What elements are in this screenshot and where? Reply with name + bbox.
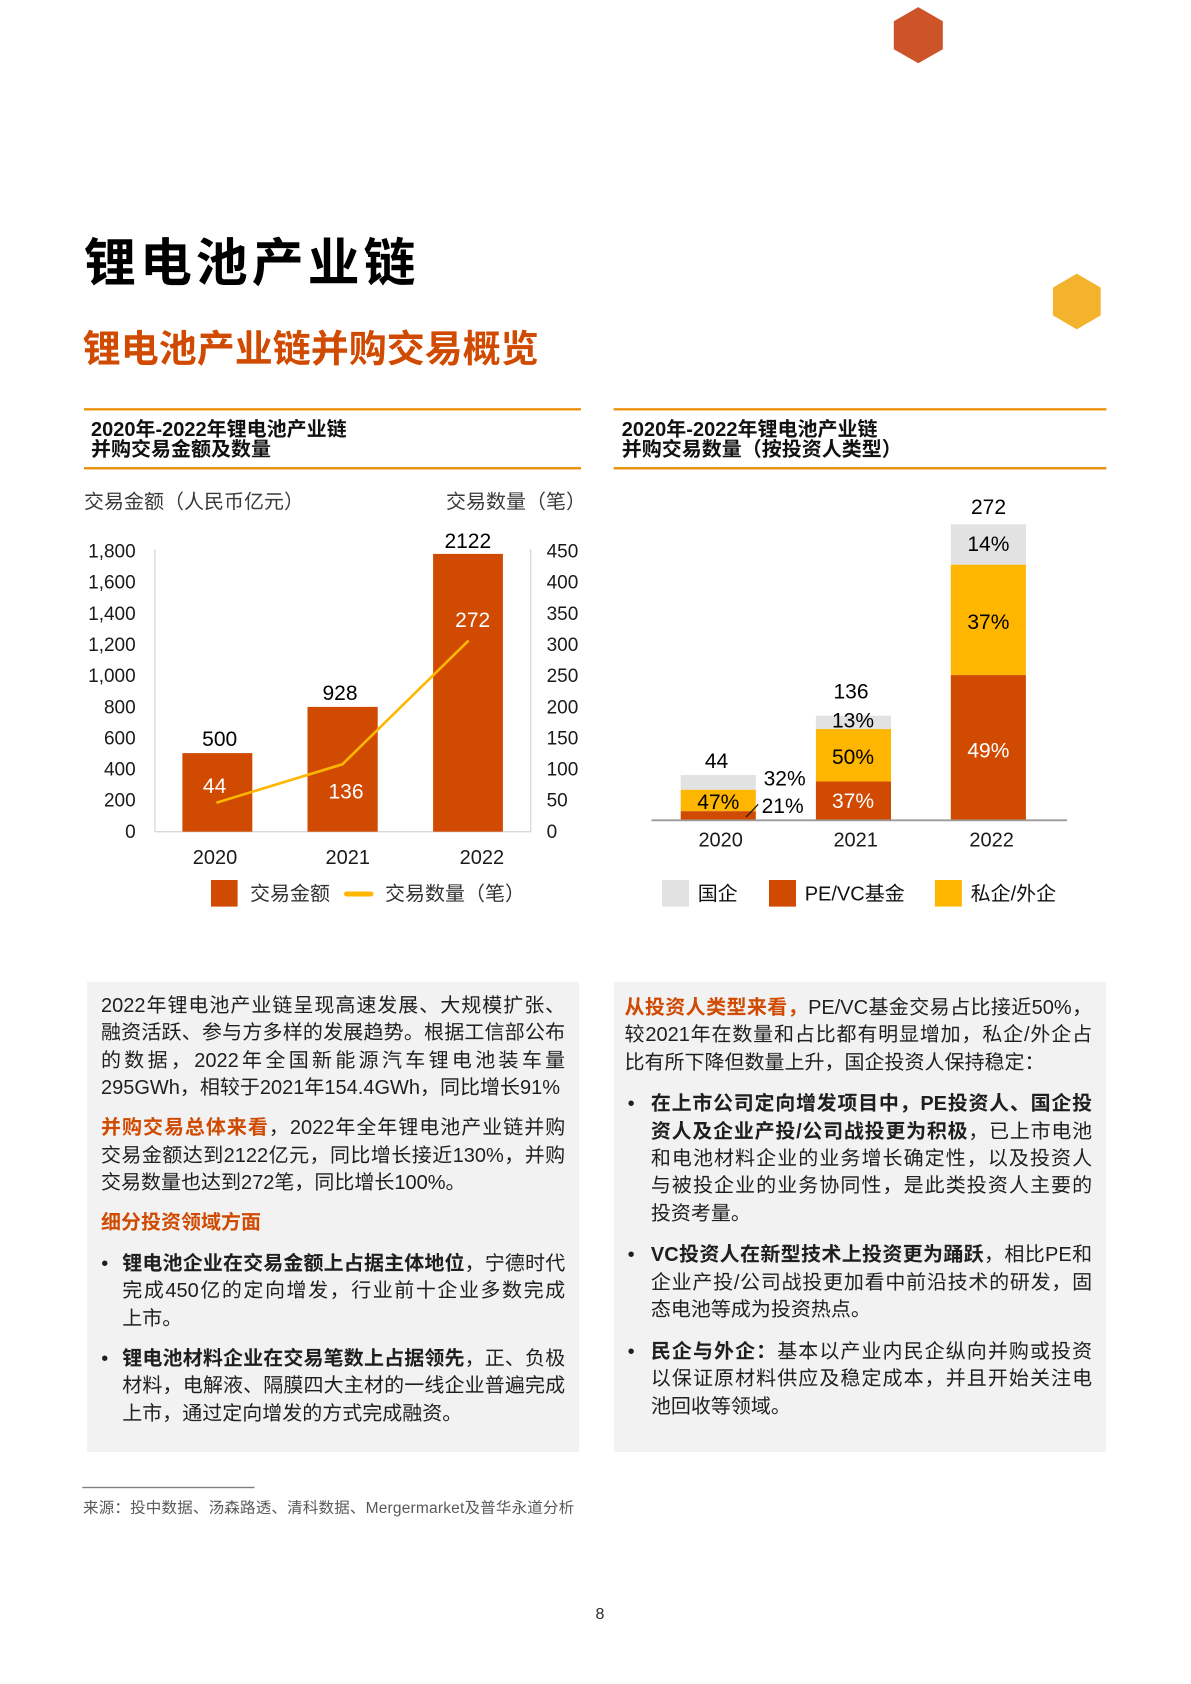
svg-text:1,000: 1,000: [88, 666, 136, 687]
svg-text:47%: 47%: [697, 791, 739, 814]
svg-text:400: 400: [547, 573, 579, 594]
svg-text:国企: 国企: [698, 884, 738, 906]
svg-text:交易数量（笔）: 交易数量（笔）: [446, 491, 586, 514]
svg-text:136: 136: [833, 681, 868, 704]
svg-text:150: 150: [547, 728, 579, 749]
svg-text:272: 272: [455, 609, 490, 632]
svg-text:450: 450: [547, 542, 579, 563]
svg-text:0: 0: [547, 822, 558, 843]
svg-text:14%: 14%: [967, 533, 1009, 556]
svg-text:350: 350: [547, 604, 579, 625]
svg-text:300: 300: [547, 635, 579, 656]
svg-text:44: 44: [203, 775, 227, 798]
svg-text:400: 400: [104, 760, 136, 781]
svg-text:2022: 2022: [969, 829, 1014, 851]
svg-text:1,200: 1,200: [88, 635, 136, 656]
svg-text:136: 136: [328, 781, 363, 804]
svg-text:2022: 2022: [460, 847, 505, 869]
svg-text:交易金额: 交易金额: [250, 884, 330, 906]
svg-text:800: 800: [104, 697, 136, 718]
svg-text:928: 928: [322, 682, 357, 705]
svg-text:250: 250: [547, 666, 579, 687]
svg-text:44: 44: [705, 750, 729, 773]
svg-text:2021: 2021: [326, 847, 371, 869]
svg-text:32%: 32%: [764, 768, 806, 791]
svg-text:272: 272: [971, 496, 1006, 519]
svg-text:交易数量（笔）: 交易数量（笔）: [385, 883, 525, 906]
svg-text:13%: 13%: [832, 709, 874, 732]
svg-text:1,400: 1,400: [88, 604, 136, 625]
svg-text:1,600: 1,600: [88, 573, 136, 594]
svg-text:50%: 50%: [832, 746, 874, 769]
svg-text:200: 200: [104, 791, 136, 812]
svg-text:50: 50: [547, 791, 568, 812]
svg-text:200: 200: [547, 697, 579, 718]
svg-text:2122: 2122: [444, 530, 491, 553]
svg-text:100: 100: [547, 760, 579, 781]
svg-text:49%: 49%: [967, 740, 1009, 763]
svg-text:交易金额（人民币亿元）: 交易金额（人民币亿元）: [84, 491, 304, 514]
svg-text:2020: 2020: [698, 829, 743, 851]
svg-text:2020: 2020: [193, 847, 238, 869]
svg-text:PE/VC基金: PE/VC基金: [805, 884, 905, 906]
svg-text:1,800: 1,800: [88, 542, 136, 563]
svg-text:37%: 37%: [832, 790, 874, 813]
svg-text:0: 0: [125, 822, 136, 843]
svg-text:600: 600: [104, 728, 136, 749]
svg-text:2021: 2021: [833, 829, 878, 851]
svg-text:37%: 37%: [967, 611, 1009, 634]
svg-text:21%: 21%: [762, 795, 804, 818]
svg-text:500: 500: [202, 728, 237, 751]
svg-text:私企/外企: 私企/外企: [971, 884, 1057, 906]
